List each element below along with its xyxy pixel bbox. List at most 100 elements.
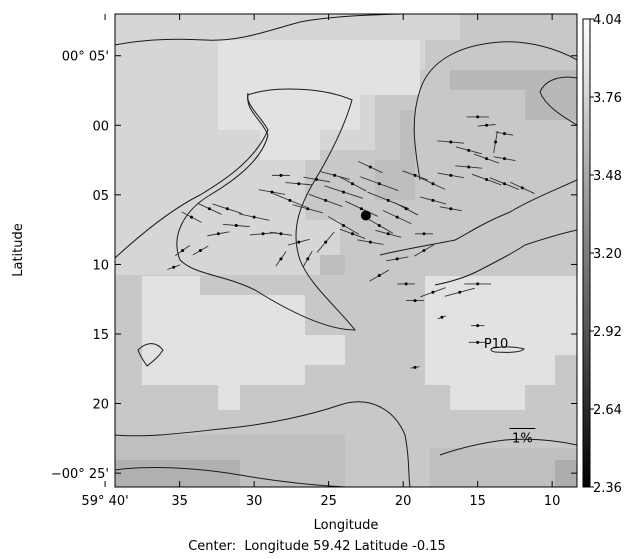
colorbar-tick-label-4: 3.48: [593, 169, 622, 184]
vector-point-29: [368, 165, 372, 169]
colorbar-tick-label-6: 4.04: [593, 13, 622, 28]
vector-point-59: [485, 123, 489, 127]
vector-point-8: [252, 215, 256, 219]
vector-point-43: [440, 315, 444, 319]
center-coordinates: Center: Longitude 59.42 Latitude -0.15: [0, 539, 634, 554]
contour-bottom: [115, 467, 346, 487]
contour-east: [379, 179, 577, 256]
y-tick-label-5: 20: [92, 398, 109, 413]
vector-point-65: [422, 249, 426, 252]
contour-blob-west: [137, 343, 164, 367]
vector-point-3: [342, 190, 346, 194]
x-tick-label-6: 10: [544, 494, 561, 509]
vector-point-27: [297, 182, 301, 186]
contour-lines: [115, 14, 577, 487]
vector-point-60: [502, 132, 506, 136]
vector-point-5: [306, 207, 310, 211]
vector-point-31: [377, 223, 381, 227]
contour-main: [115, 92, 269, 259]
x-tick-label-5: 15: [469, 494, 486, 509]
y-axis: 00° 05' 00 05 10 15 20 −00° 25': [51, 50, 577, 482]
colorbar-tick-label-0: 2.36: [593, 481, 622, 496]
vector-point-46: [413, 365, 417, 369]
vector-point-14: [225, 207, 229, 211]
vector-point-9: [234, 223, 238, 227]
contour-south: [115, 401, 411, 487]
center-marker: [360, 210, 371, 221]
y-axis-title: Latitude: [11, 223, 26, 277]
center-latitude-value: -0.15: [412, 539, 446, 554]
center-prefix: Center: Longitude: [188, 539, 310, 554]
vector-point-38: [404, 282, 408, 286]
x-tick-label-4: 20: [395, 494, 412, 509]
x-tick-label-3: 25: [320, 494, 337, 509]
y-tick-label-4: 15: [92, 328, 109, 343]
vector-point-28: [279, 173, 283, 177]
vector-point-35: [368, 240, 372, 244]
vector-point-25: [333, 173, 337, 177]
vector-point-56: [502, 157, 506, 161]
vector-point-62: [431, 198, 435, 202]
vector-point-0: [377, 182, 381, 186]
contour-southeast: [439, 438, 577, 456]
vector-point-19: [297, 240, 301, 244]
colorbar-tick-label-2: 2.92: [593, 325, 622, 340]
contour-inner-core: [176, 88, 357, 331]
colorbar-tick-label-3: 3.20: [593, 247, 622, 262]
vector-point-48: [431, 182, 435, 186]
vector-point-57: [449, 140, 453, 144]
vector-point-55: [485, 157, 489, 161]
contour-top: [115, 14, 401, 46]
vector-point-45: [476, 340, 480, 344]
contour-northeast-inner: [539, 76, 577, 126]
intensity-map: [115, 14, 577, 487]
vector-point-36: [395, 257, 399, 261]
y-tick-label-6: −00° 25': [51, 467, 109, 482]
vector-point-52: [502, 182, 506, 186]
colorbar-gradient: [582, 18, 591, 488]
vector-point-51: [485, 178, 489, 182]
x-tick-label-0: 59° 40': [81, 494, 128, 509]
vector-point-15: [207, 207, 211, 211]
region-label-p10: P10: [484, 337, 508, 352]
scale-bar-label: 1%: [512, 432, 533, 447]
colorbar-tick-label-1: 2.64: [593, 403, 622, 418]
vector-point-7: [270, 190, 274, 194]
vector-field: [167, 115, 535, 369]
vector-point-12: [181, 249, 185, 252]
vector-point-54: [467, 148, 471, 152]
vector-point-44: [476, 324, 480, 328]
vector-point-50: [467, 165, 471, 169]
center-latitude-prefix: Latitude: [354, 539, 409, 554]
vector-point-16: [190, 215, 194, 219]
x-axis-title: Longitude: [314, 518, 379, 533]
contour-blob-p10: [490, 346, 525, 353]
vector-point-1: [386, 198, 390, 202]
vector-point-58: [476, 115, 480, 119]
vector-point-11: [198, 249, 202, 252]
plot-frame: [114, 13, 578, 488]
vector-point-22: [324, 240, 328, 244]
scale-bar: 1%: [509, 428, 536, 447]
vector-point-32: [395, 215, 399, 219]
x-axis: 59° 40' 35 30 25 20 15 10: [81, 14, 560, 509]
vector-point-6: [288, 198, 292, 202]
y-tick-label-0: 00° 05': [62, 50, 109, 65]
vector-point-64: [422, 232, 426, 236]
y-tick-label-1: 00: [92, 119, 109, 134]
x-tick-label-2: 30: [246, 494, 263, 509]
y-tick-label-2: 05: [92, 189, 109, 204]
vector-point-2: [359, 207, 363, 211]
colorbar-tick-label-5: 3.76: [593, 91, 622, 106]
vector-point-13: [172, 265, 176, 269]
vector-point-49: [449, 173, 453, 177]
vector-point-33: [404, 207, 408, 211]
contour-mid-east: [434, 229, 577, 286]
y-tick-label-3: 10: [92, 258, 109, 273]
colorbar-ticks: 2.36 2.64 2.92 3.20 3.48 3.76 4.04: [590, 13, 622, 496]
contour-northeast: [413, 41, 577, 181]
vector-point-34: [386, 232, 390, 236]
vector-point-4: [324, 198, 328, 202]
vector-point-18: [279, 232, 283, 236]
vector-point-47: [413, 173, 417, 177]
